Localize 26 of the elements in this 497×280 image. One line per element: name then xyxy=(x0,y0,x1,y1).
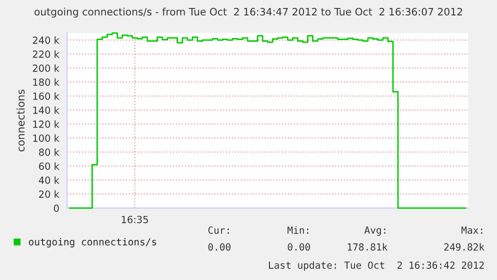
y-tick-label: 0 xyxy=(54,204,59,212)
text: Min: xyxy=(288,226,308,234)
y-tick-label: 60 k xyxy=(39,162,60,170)
text: Cur: xyxy=(208,226,229,234)
y-tick-label: 120 k xyxy=(33,120,60,128)
y-tick-label: 220 k xyxy=(32,50,60,58)
y-axis-title: connections xyxy=(16,90,25,152)
text: 0.00 xyxy=(208,243,230,251)
text: Last update: Tue Oct 2 16:36:42 2012 xyxy=(269,261,484,271)
text: 0.00 xyxy=(288,243,310,251)
y-tick-label: 140 k xyxy=(33,106,60,114)
legend-label: outgoing connections/s xyxy=(28,238,156,248)
text: Avg: xyxy=(364,226,386,236)
y-tick-label: 40 k xyxy=(38,176,60,184)
text: 178.81k xyxy=(348,243,388,251)
text: Max: xyxy=(462,226,482,234)
y-tick-label: 100 k xyxy=(33,134,60,142)
y-tick-label: 20 k xyxy=(39,190,60,198)
x-tick-label: 16:35 xyxy=(122,216,148,224)
text: 249.82k xyxy=(444,243,484,251)
y-tick-label: 240 k xyxy=(32,36,60,44)
y-tick-label: 180 k xyxy=(33,78,60,86)
chart-title: outgoing connections/s - from Tue Oct 2 16:34:47 2012 to Tue Oct 2 16:36:07 2012 xyxy=(34,8,462,18)
y-tick-label: 200 k xyxy=(32,64,60,72)
y-tick-label: 80 k xyxy=(39,148,60,156)
y-tick-label: 160 k xyxy=(33,92,60,100)
